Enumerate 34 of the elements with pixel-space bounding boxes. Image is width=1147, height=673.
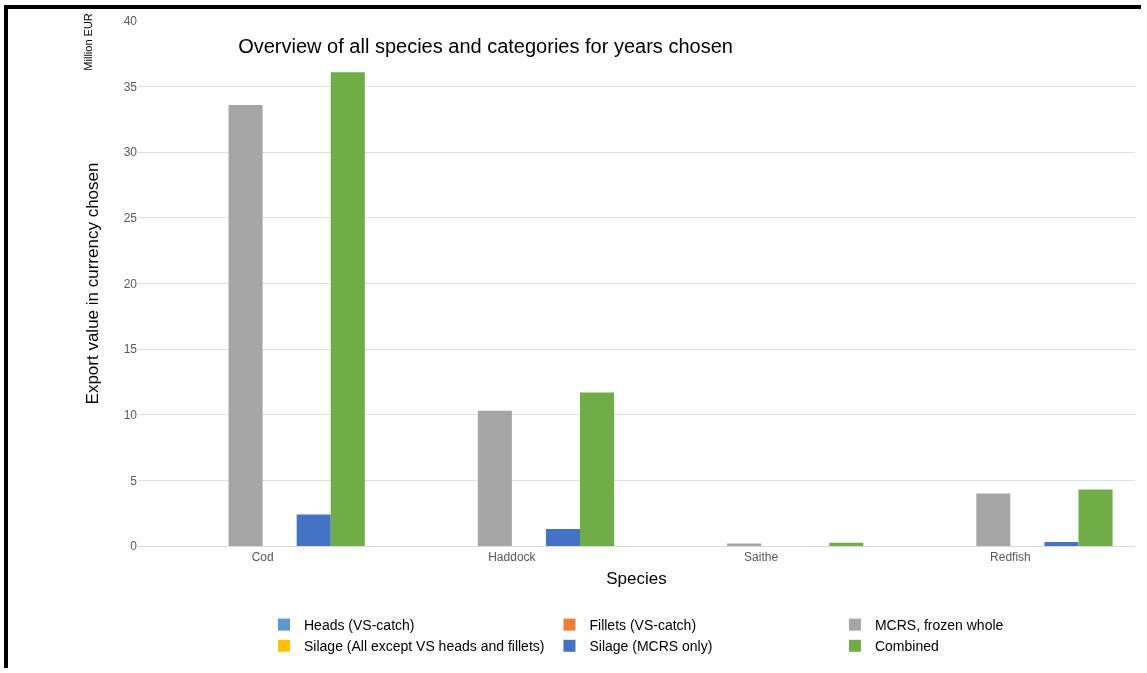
- bar: [228, 105, 263, 546]
- text: Overview of all species and categories for years chosen: [238, 34, 733, 57]
- legend-label: MCRS, frozen whole: [874, 617, 1004, 634]
- y-axis-title: Export value in currency chosen: [83, 162, 103, 405]
- bar: [296, 514, 331, 546]
- y-tick-label: 25: [123, 211, 138, 226]
- y-tick-label: 10: [123, 407, 138, 422]
- bar: [545, 528, 580, 546]
- x-tick-label: Haddock: [488, 550, 537, 565]
- bar: [976, 493, 1011, 546]
- y-tick-label: 35: [123, 79, 138, 94]
- x-tick-label: Saithe: [744, 550, 779, 565]
- x-axis-title: Species: [606, 568, 667, 588]
- bar: [330, 72, 365, 546]
- legend-label: Silage (All except VS heads and fillets): [304, 638, 545, 655]
- y-tick-label: 5: [130, 473, 138, 488]
- x-tick-label: Redfish: [990, 550, 1031, 565]
- x-tick-label: Cod: [251, 550, 274, 565]
- y-tick-label: 20: [123, 276, 138, 291]
- text: Million EUR: [81, 13, 94, 71]
- legend-label: Combined: [874, 638, 939, 655]
- bar: [477, 410, 512, 546]
- bar: [1078, 489, 1113, 546]
- bar: [1044, 542, 1079, 546]
- y-tick-label: 30: [123, 145, 138, 160]
- y-tick-label: 40: [123, 14, 138, 29]
- y-tick-label: 0: [130, 539, 138, 554]
- bar: [727, 543, 762, 546]
- bar: [580, 392, 615, 546]
- legend-label: Fillets (VS-catch): [589, 617, 697, 634]
- bar: [829, 542, 864, 546]
- y-tick-label: 15: [123, 342, 138, 357]
- legend-label: Heads (VS-catch): [304, 617, 415, 634]
- legend-label: Silage (MCRS only): [589, 638, 713, 655]
